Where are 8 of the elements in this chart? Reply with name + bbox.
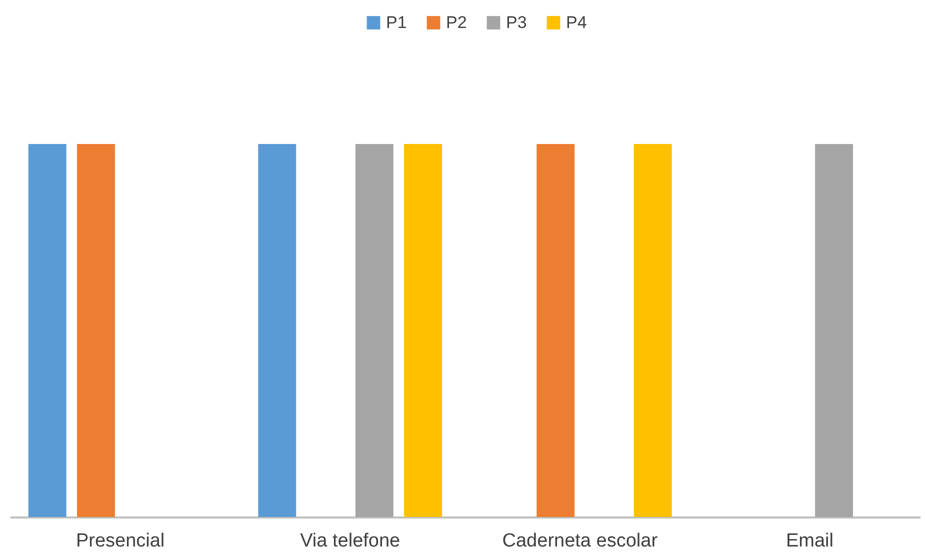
legend-label: P3: [506, 12, 527, 32]
legend-label: P1: [386, 12, 407, 32]
x-tick-label: Via telefone: [300, 530, 400, 552]
x-tick-label: Email: [786, 530, 834, 552]
x-tick-label: Caderneta escolar: [502, 530, 658, 552]
x-tick-label: Presencial: [76, 530, 165, 552]
legend-label: P4: [566, 12, 587, 32]
legend-label: P2: [446, 12, 467, 32]
